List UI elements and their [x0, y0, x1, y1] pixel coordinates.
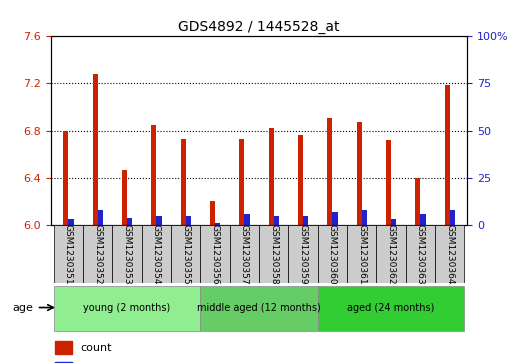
- FancyBboxPatch shape: [83, 225, 112, 283]
- Bar: [332, 212, 337, 225]
- FancyBboxPatch shape: [201, 225, 230, 283]
- Text: GSM1230352: GSM1230352: [93, 224, 102, 284]
- Bar: [450, 210, 455, 225]
- Bar: [386, 140, 391, 225]
- FancyBboxPatch shape: [201, 286, 318, 331]
- Bar: [239, 139, 244, 225]
- Bar: [55, 362, 72, 363]
- Bar: [98, 210, 103, 225]
- Bar: [127, 217, 132, 225]
- FancyBboxPatch shape: [406, 225, 435, 283]
- Bar: [274, 216, 279, 225]
- Text: middle aged (12 months): middle aged (12 months): [197, 302, 321, 313]
- Text: GSM1230351: GSM1230351: [64, 224, 73, 285]
- Bar: [327, 118, 332, 225]
- Text: GSM1230358: GSM1230358: [269, 224, 278, 285]
- Bar: [244, 214, 249, 225]
- FancyBboxPatch shape: [347, 225, 376, 283]
- Title: GDS4892 / 1445528_at: GDS4892 / 1445528_at: [178, 20, 340, 34]
- Text: GSM1230355: GSM1230355: [181, 224, 190, 285]
- Bar: [269, 129, 274, 225]
- FancyBboxPatch shape: [230, 225, 259, 283]
- Bar: [122, 170, 127, 225]
- Text: aged (24 months): aged (24 months): [347, 302, 435, 313]
- Bar: [92, 74, 98, 225]
- FancyBboxPatch shape: [259, 225, 289, 283]
- Text: GSM1230360: GSM1230360: [328, 224, 337, 285]
- Text: GSM1230364: GSM1230364: [445, 224, 454, 284]
- Bar: [181, 139, 186, 225]
- Bar: [215, 223, 220, 225]
- Bar: [362, 210, 367, 225]
- Text: GSM1230361: GSM1230361: [357, 224, 366, 285]
- FancyBboxPatch shape: [54, 286, 201, 331]
- Bar: [156, 216, 162, 225]
- Bar: [69, 219, 74, 225]
- Bar: [298, 135, 303, 225]
- FancyBboxPatch shape: [318, 225, 347, 283]
- FancyBboxPatch shape: [376, 225, 406, 283]
- Text: GSM1230354: GSM1230354: [152, 224, 161, 284]
- FancyBboxPatch shape: [112, 225, 142, 283]
- Text: GSM1230363: GSM1230363: [416, 224, 425, 285]
- Bar: [303, 216, 308, 225]
- Text: GSM1230362: GSM1230362: [387, 224, 396, 284]
- Bar: [55, 341, 72, 354]
- Bar: [210, 201, 215, 225]
- Text: GSM1230356: GSM1230356: [211, 224, 219, 285]
- Text: young (2 months): young (2 months): [83, 302, 171, 313]
- Text: GSM1230359: GSM1230359: [299, 224, 307, 285]
- Bar: [444, 85, 450, 225]
- Text: GSM1230353: GSM1230353: [122, 224, 132, 285]
- FancyBboxPatch shape: [171, 225, 201, 283]
- Text: GSM1230357: GSM1230357: [240, 224, 249, 285]
- Bar: [64, 131, 69, 225]
- Bar: [357, 122, 362, 225]
- Bar: [421, 214, 426, 225]
- FancyBboxPatch shape: [318, 286, 464, 331]
- Bar: [391, 219, 396, 225]
- Text: age: age: [13, 302, 34, 313]
- Bar: [151, 125, 156, 225]
- FancyBboxPatch shape: [54, 225, 83, 283]
- Bar: [415, 178, 421, 225]
- Text: count: count: [80, 343, 111, 353]
- FancyBboxPatch shape: [435, 225, 464, 283]
- FancyBboxPatch shape: [289, 225, 318, 283]
- Bar: [186, 216, 191, 225]
- FancyBboxPatch shape: [142, 225, 171, 283]
